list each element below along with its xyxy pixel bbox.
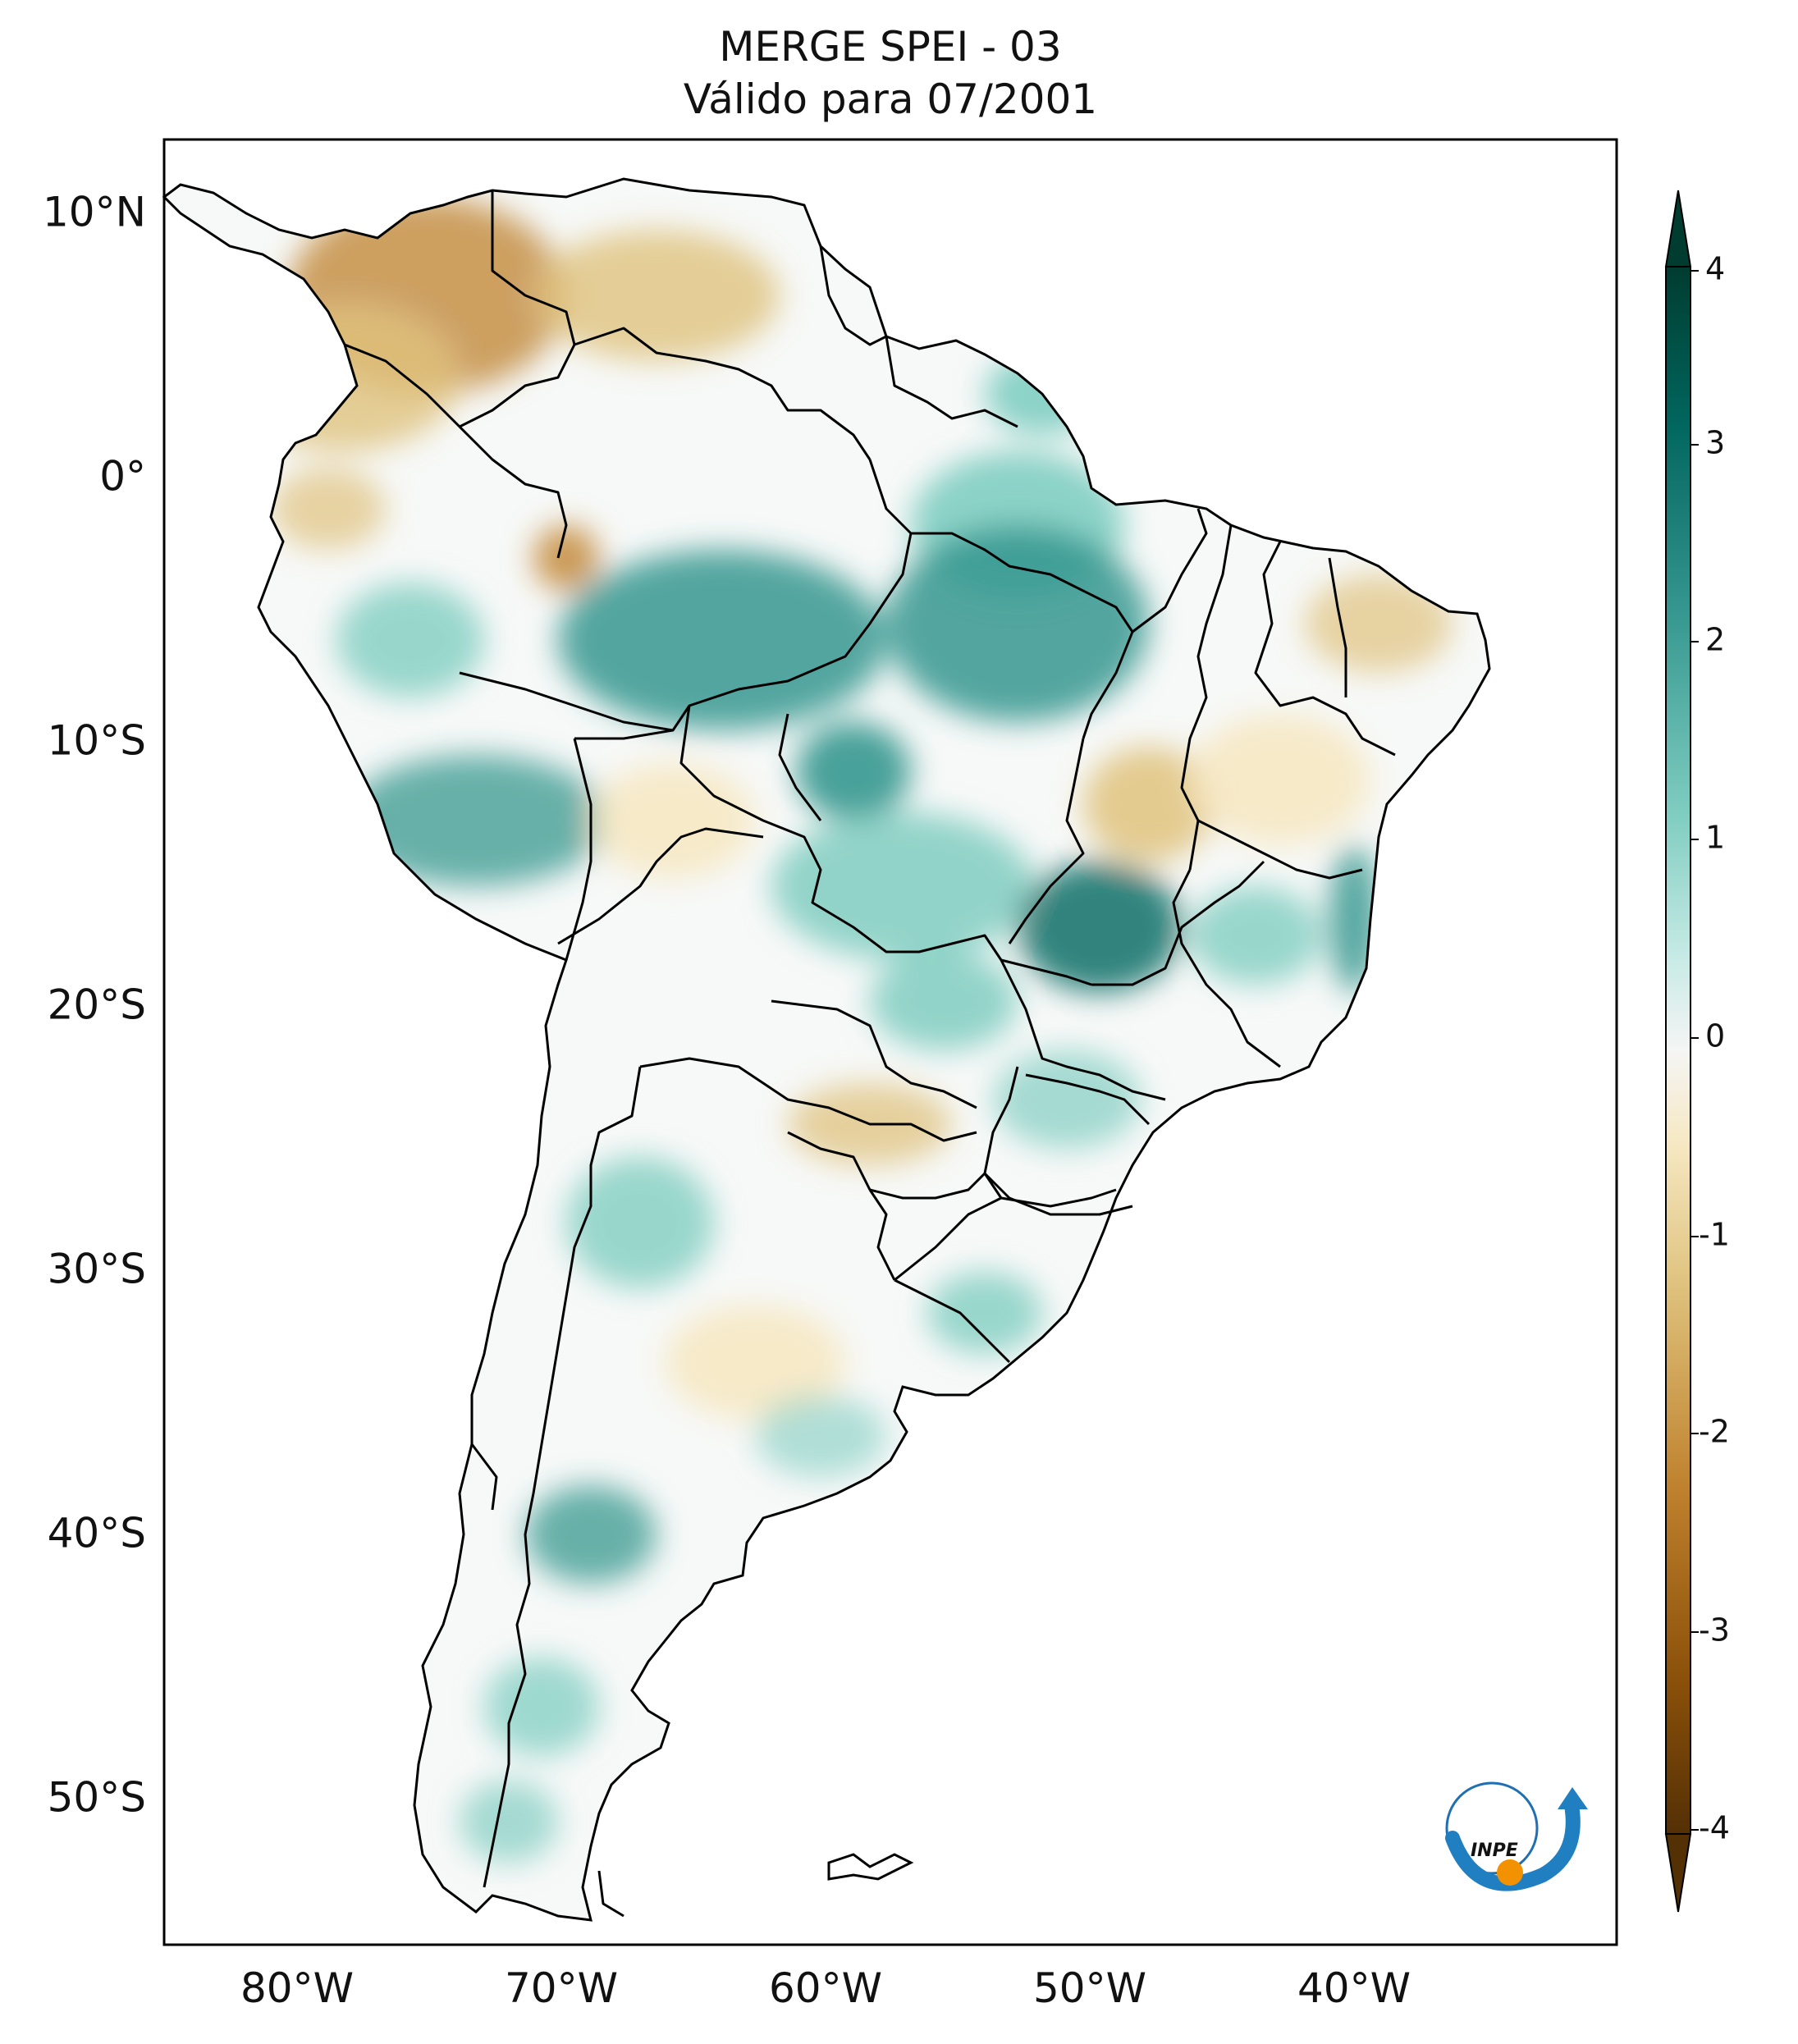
lon-label: 50°W bbox=[1033, 1964, 1146, 2012]
lat-label: 50°S bbox=[48, 1774, 146, 1822]
falkland-islands bbox=[827, 1853, 914, 1881]
map-title: MERGE SPEI - 03 bbox=[719, 23, 1062, 71]
colorbar: 4 3 2 1 0 -1 -2 -3 -4 bbox=[1664, 190, 1730, 1913]
colorbar-tick: 3 bbox=[1705, 425, 1725, 461]
longitude-axis: 80°W 70°W 60°W 50°W 40°W bbox=[240, 1964, 1411, 2012]
lat-label: 40°S bbox=[48, 1510, 146, 1557]
colorbar-tick: -1 bbox=[1699, 1217, 1730, 1253]
lat-label: 10°S bbox=[48, 717, 146, 765]
political-borders bbox=[344, 190, 1396, 1918]
logo-arrow-icon bbox=[1558, 1787, 1588, 1809]
lat-label: 30°S bbox=[48, 1246, 146, 1293]
logo-sun-icon bbox=[1497, 1859, 1523, 1886]
latitude-axis: 10°N 0° 10°S 20°S 30°S 40°S 50°S bbox=[43, 189, 146, 1822]
lat-label: 0° bbox=[99, 453, 146, 501]
colorbar-tick: 0 bbox=[1705, 1018, 1725, 1054]
lon-label: 70°W bbox=[505, 1964, 618, 2012]
lat-label: 10°N bbox=[43, 189, 146, 236]
colorbar-gradient bbox=[1665, 266, 1691, 1835]
colorbar-tick: -3 bbox=[1699, 1612, 1730, 1648]
colorbar-tick: 1 bbox=[1705, 820, 1725, 856]
colorbar-max-extension bbox=[1664, 190, 1692, 268]
colorbar-tick: 2 bbox=[1705, 622, 1725, 658]
map-subtitle: Válido para 07/2001 bbox=[683, 75, 1098, 123]
lon-label: 80°W bbox=[240, 1964, 354, 2012]
logo-text: INPE bbox=[1471, 1841, 1518, 1861]
lat-label: 20°S bbox=[48, 981, 146, 1029]
colorbar-tick: -4 bbox=[1699, 1810, 1730, 1846]
inpe-logo: INPE bbox=[1445, 1781, 1588, 1891]
logo-orbit-icon bbox=[1445, 1781, 1539, 1875]
lon-label: 60°W bbox=[769, 1964, 882, 2012]
colorbar-min-extension bbox=[1664, 1833, 1692, 1913]
lon-label: 40°W bbox=[1297, 1964, 1411, 2012]
colorbar-tick: -2 bbox=[1699, 1414, 1730, 1450]
colorbar-tick: 4 bbox=[1705, 251, 1725, 287]
logo-swoosh-icon bbox=[1445, 1798, 1581, 1891]
